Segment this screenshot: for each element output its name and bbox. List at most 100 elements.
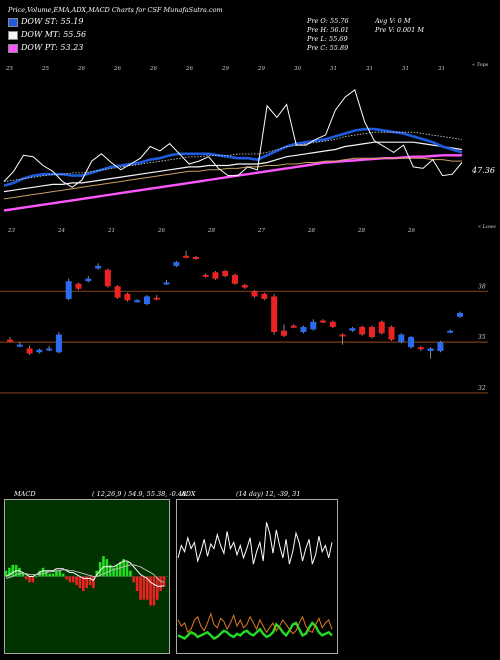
candle: [104, 268, 111, 288]
candle: [290, 324, 297, 329]
candle-body: [55, 334, 62, 353]
bottom-date-label: 28: [307, 228, 315, 234]
macd-histogram-bar: [122, 559, 125, 577]
top-date-label: 25: [41, 66, 49, 72]
candle-body: [241, 284, 248, 288]
candle-body: [134, 300, 141, 303]
candle: [7, 337, 13, 343]
candle: [232, 273, 238, 285]
series-ema-mid: [3, 141, 463, 193]
candle: [378, 320, 385, 335]
candle-body: [320, 320, 327, 323]
macd-histogram-bar: [61, 573, 65, 577]
adx-series-di-line: [177, 522, 333, 565]
candle: [339, 333, 346, 345]
candle-body: [447, 330, 454, 333]
macd-histogram-bar: [115, 564, 119, 577]
candle: [163, 279, 170, 285]
candle: [183, 250, 190, 259]
candle-body: [183, 255, 190, 258]
macd-histogram-bar: [18, 567, 21, 577]
top-date-label: 29: [221, 66, 229, 72]
candle: [192, 255, 199, 260]
top-date-label: 26: [149, 66, 157, 72]
macd-histogram-bar: [159, 576, 162, 592]
top-date-label: 31: [402, 66, 409, 72]
candle-body: [427, 348, 434, 352]
macd-histogram-bar: [34, 576, 38, 578]
candle-body: [457, 312, 463, 317]
candle-body: [124, 293, 131, 301]
candle-body: [310, 321, 317, 330]
candle: [349, 326, 356, 332]
candle-body: [339, 334, 346, 337]
candle: [417, 345, 424, 352]
candle: [280, 324, 287, 338]
bottom-date-label: 28: [357, 228, 365, 234]
adx-chart: [176, 499, 338, 654]
bottom-date-label: 27: [257, 228, 265, 234]
adx-series-di-alt: [177, 612, 333, 635]
macd-subtitle: ( 12,26,9 ) 54.9, 55.38, -0.48: [92, 490, 187, 498]
candle: [300, 325, 307, 334]
candle-body: [378, 321, 385, 334]
candle: [241, 283, 248, 289]
legend-mt-swatch: [8, 30, 18, 40]
macd-histogram-bar: [85, 576, 88, 589]
legend-pt-label: DOW PT: 53.23: [21, 43, 84, 52]
macd-histogram-bar: [24, 576, 28, 580]
candle: [447, 329, 454, 334]
macd-histogram-bar: [142, 576, 146, 600]
top-date-label: 30: [294, 66, 301, 72]
top-date-label: 26: [185, 66, 193, 72]
candle: [95, 263, 102, 270]
candle: [173, 260, 180, 268]
bottom-date-label: 26: [157, 228, 165, 234]
adx-title: ADX: [181, 490, 196, 498]
candle-body: [368, 326, 375, 338]
adx-series-adx: [177, 621, 333, 640]
top-date-label: 29: [257, 66, 265, 72]
candle-body: [46, 348, 53, 351]
candle: [143, 295, 150, 306]
legend-st-swatch: [8, 17, 18, 27]
price-tick-label: 38: [478, 283, 486, 290]
candle-body: [388, 326, 395, 340]
macd-series-macd: [5, 560, 165, 587]
legend-st: DOW ST: 55.19: [8, 17, 83, 27]
candle: [310, 319, 317, 331]
chart-title: Price,Volume,EMA,ADX,MACD Charts for CSF…: [8, 6, 223, 14]
prev-open: Pre O: 55.76: [307, 17, 349, 25]
candle: [251, 290, 258, 298]
price-tick-label: 32: [478, 385, 486, 392]
candle-body: [417, 347, 424, 350]
candle: [408, 335, 415, 349]
prev-volume: Pre V: 0.001 M: [375, 26, 425, 34]
macd-histogram-bar: [31, 576, 35, 583]
macd-histogram-bar: [88, 576, 92, 586]
bottom-date-label: 26: [407, 228, 415, 234]
legend-st-label: DOW ST: 55.19: [21, 17, 84, 26]
last-price-label: 47.36: [472, 166, 495, 175]
top-date-label: 26: [113, 66, 121, 72]
prev-close: Pre C: 55.89: [307, 44, 349, 52]
candle: [75, 282, 82, 291]
candle: [398, 333, 405, 344]
candle-body: [192, 257, 199, 260]
candle-body: [359, 326, 366, 335]
macd-series-signal: [5, 564, 165, 583]
candle: [36, 348, 43, 354]
candle: [388, 325, 395, 341]
macd-histogram-bar: [135, 576, 139, 592]
bottom-date-label: 21: [107, 228, 115, 234]
candle: [457, 311, 463, 318]
candle-body: [261, 293, 268, 299]
lows-label: « Lows: [478, 224, 496, 230]
macd-histogram-bar: [145, 576, 149, 600]
bottom-date-label: 24: [57, 228, 65, 234]
candle-body: [202, 274, 209, 277]
macd-histogram-bar: [132, 576, 136, 583]
candle: [46, 345, 53, 352]
candle-body: [85, 278, 92, 282]
macd-histogram-bar: [162, 576, 166, 587]
